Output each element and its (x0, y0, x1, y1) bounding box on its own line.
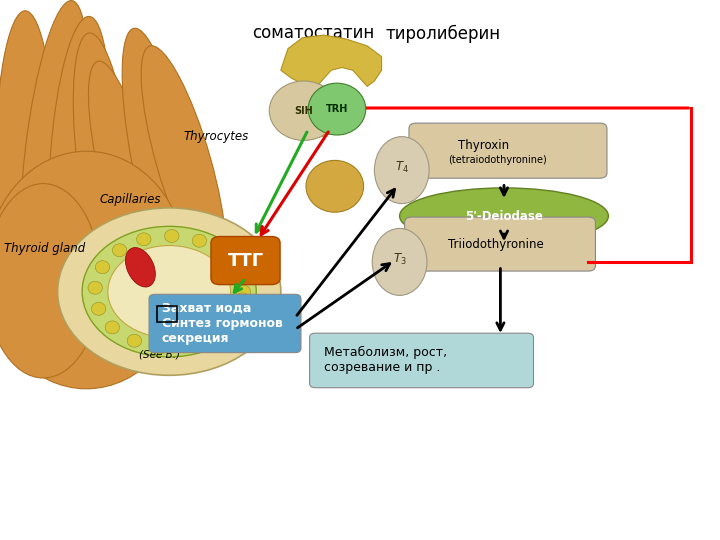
Ellipse shape (88, 281, 102, 294)
Circle shape (58, 208, 281, 375)
Text: 5'-Deiodase: 5'-Deiodase (465, 210, 543, 222)
Text: Thyroid gland: Thyroid gland (4, 242, 85, 255)
Ellipse shape (127, 334, 142, 347)
Ellipse shape (112, 244, 127, 256)
Ellipse shape (0, 151, 187, 389)
Bar (157, 306, 177, 322)
Ellipse shape (95, 261, 109, 274)
FancyBboxPatch shape (405, 217, 595, 271)
Ellipse shape (122, 28, 194, 285)
FancyBboxPatch shape (149, 294, 301, 353)
Text: Захват иода
Синтез гормонов
секреция: Захват иода Синтез гормонов секреция (162, 302, 283, 345)
Ellipse shape (125, 247, 156, 287)
Text: (tetraiodothyronine): (tetraiodothyronine) (449, 156, 547, 165)
Polygon shape (281, 35, 382, 86)
Text: Метаболизм, рост,
созревание и пр .: Метаболизм, рост, созревание и пр . (324, 347, 447, 374)
Ellipse shape (236, 285, 251, 298)
Ellipse shape (91, 302, 106, 315)
Ellipse shape (207, 329, 222, 342)
Circle shape (82, 226, 256, 357)
Text: Thyroxin: Thyroxin (458, 139, 509, 152)
Ellipse shape (0, 184, 101, 378)
Text: соматостатин: соматостатин (252, 24, 374, 42)
Ellipse shape (141, 46, 226, 278)
Text: ТТГ: ТТГ (228, 252, 264, 269)
Text: Colloid: Colloid (164, 264, 204, 276)
Ellipse shape (154, 341, 168, 354)
Ellipse shape (231, 264, 246, 277)
Ellipse shape (308, 83, 366, 135)
Ellipse shape (182, 339, 197, 352)
Ellipse shape (89, 61, 163, 295)
Ellipse shape (20, 1, 88, 302)
Ellipse shape (105, 321, 120, 334)
Ellipse shape (192, 234, 207, 247)
Text: TRH: TRH (325, 104, 348, 114)
Ellipse shape (235, 293, 250, 306)
Text: Thyrocytes: Thyrocytes (184, 130, 249, 143)
Ellipse shape (374, 137, 429, 204)
Ellipse shape (372, 228, 427, 295)
Ellipse shape (269, 81, 338, 140)
Ellipse shape (400, 188, 608, 244)
Ellipse shape (137, 233, 151, 246)
Ellipse shape (49, 16, 109, 297)
Circle shape (108, 246, 230, 338)
Ellipse shape (226, 313, 240, 326)
FancyBboxPatch shape (211, 237, 280, 285)
Text: $T_4$: $T_4$ (395, 160, 409, 176)
Ellipse shape (73, 33, 135, 291)
Text: $T_3$: $T_3$ (392, 252, 407, 267)
Ellipse shape (306, 160, 364, 212)
Text: SIH: SIH (294, 106, 313, 116)
Text: Triiodothyronine: Triiodothyronine (448, 238, 544, 251)
Text: Capillaries: Capillaries (99, 193, 161, 206)
FancyBboxPatch shape (409, 123, 607, 178)
Text: тиролиберин: тиролиберин (385, 24, 500, 43)
Ellipse shape (0, 11, 55, 335)
Ellipse shape (215, 246, 230, 259)
Ellipse shape (165, 230, 179, 242)
Text: (See B.): (See B.) (139, 350, 180, 360)
FancyBboxPatch shape (310, 333, 534, 388)
Polygon shape (299, 86, 338, 138)
